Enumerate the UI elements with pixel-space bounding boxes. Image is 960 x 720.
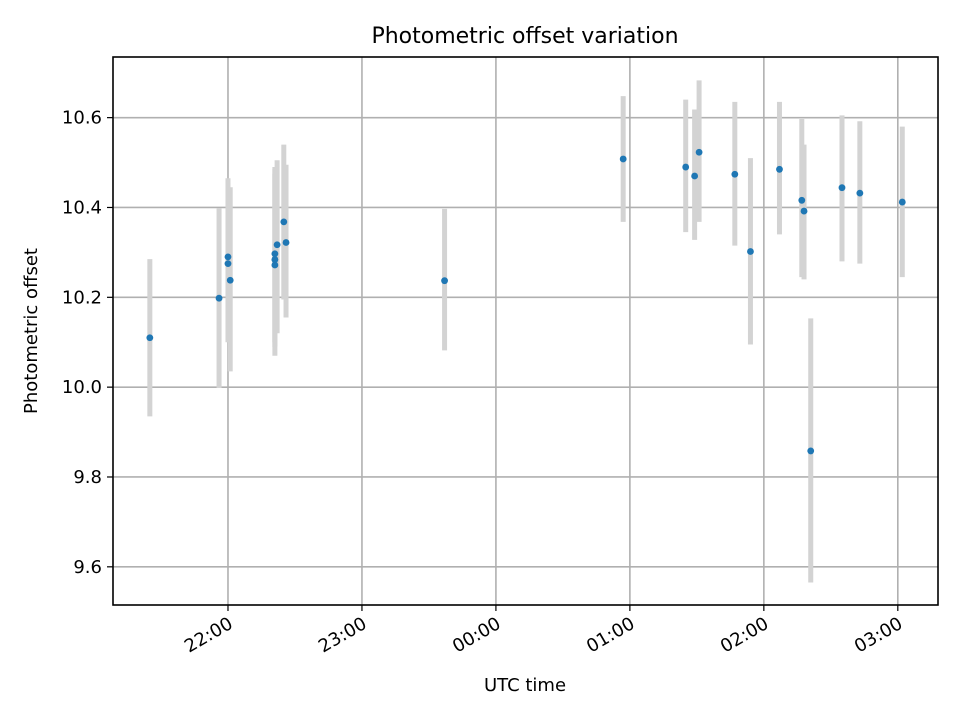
data-point [146, 334, 154, 342]
y-axis-ticks: 9.6 9.8 10.0 10.2 10.4 10.6 [62, 108, 113, 578]
data-point [856, 189, 864, 197]
y-tick-label: 10.0 [62, 377, 102, 398]
data-point [747, 248, 754, 255]
data-point [619, 155, 627, 163]
data-point [695, 148, 703, 156]
y-tick-label: 10.6 [62, 108, 102, 129]
chart-title: Photometric offset variation [371, 24, 678, 49]
data-point [215, 294, 223, 302]
data-point [731, 170, 739, 178]
data-point [224, 260, 232, 268]
data-point [273, 241, 281, 249]
y-tick-label: 9.6 [73, 557, 102, 578]
grid-lines [113, 57, 938, 605]
data-point [441, 277, 448, 285]
y-tick-label: 10.2 [62, 287, 102, 308]
y-tick-label: 9.8 [73, 467, 102, 488]
data-point [282, 239, 290, 246]
data-point [224, 253, 232, 261]
plot-frame [112, 56, 939, 606]
data-point [271, 256, 279, 263]
x-axis-label: UTC time [484, 675, 566, 696]
data-point [691, 172, 699, 180]
data-point [682, 163, 690, 171]
y-tick-label: 10.4 [62, 197, 102, 218]
data-point [800, 207, 808, 215]
data-point [280, 218, 288, 226]
data-point [776, 165, 783, 173]
y-axis-label: Photometric offset [21, 248, 42, 414]
data-points [146, 148, 906, 455]
data-point [838, 184, 846, 192]
data-point [271, 261, 279, 269]
data-point [226, 276, 234, 284]
data-point [271, 250, 279, 258]
data-point [807, 447, 815, 455]
data-point [898, 198, 906, 206]
data-point [798, 196, 806, 204]
